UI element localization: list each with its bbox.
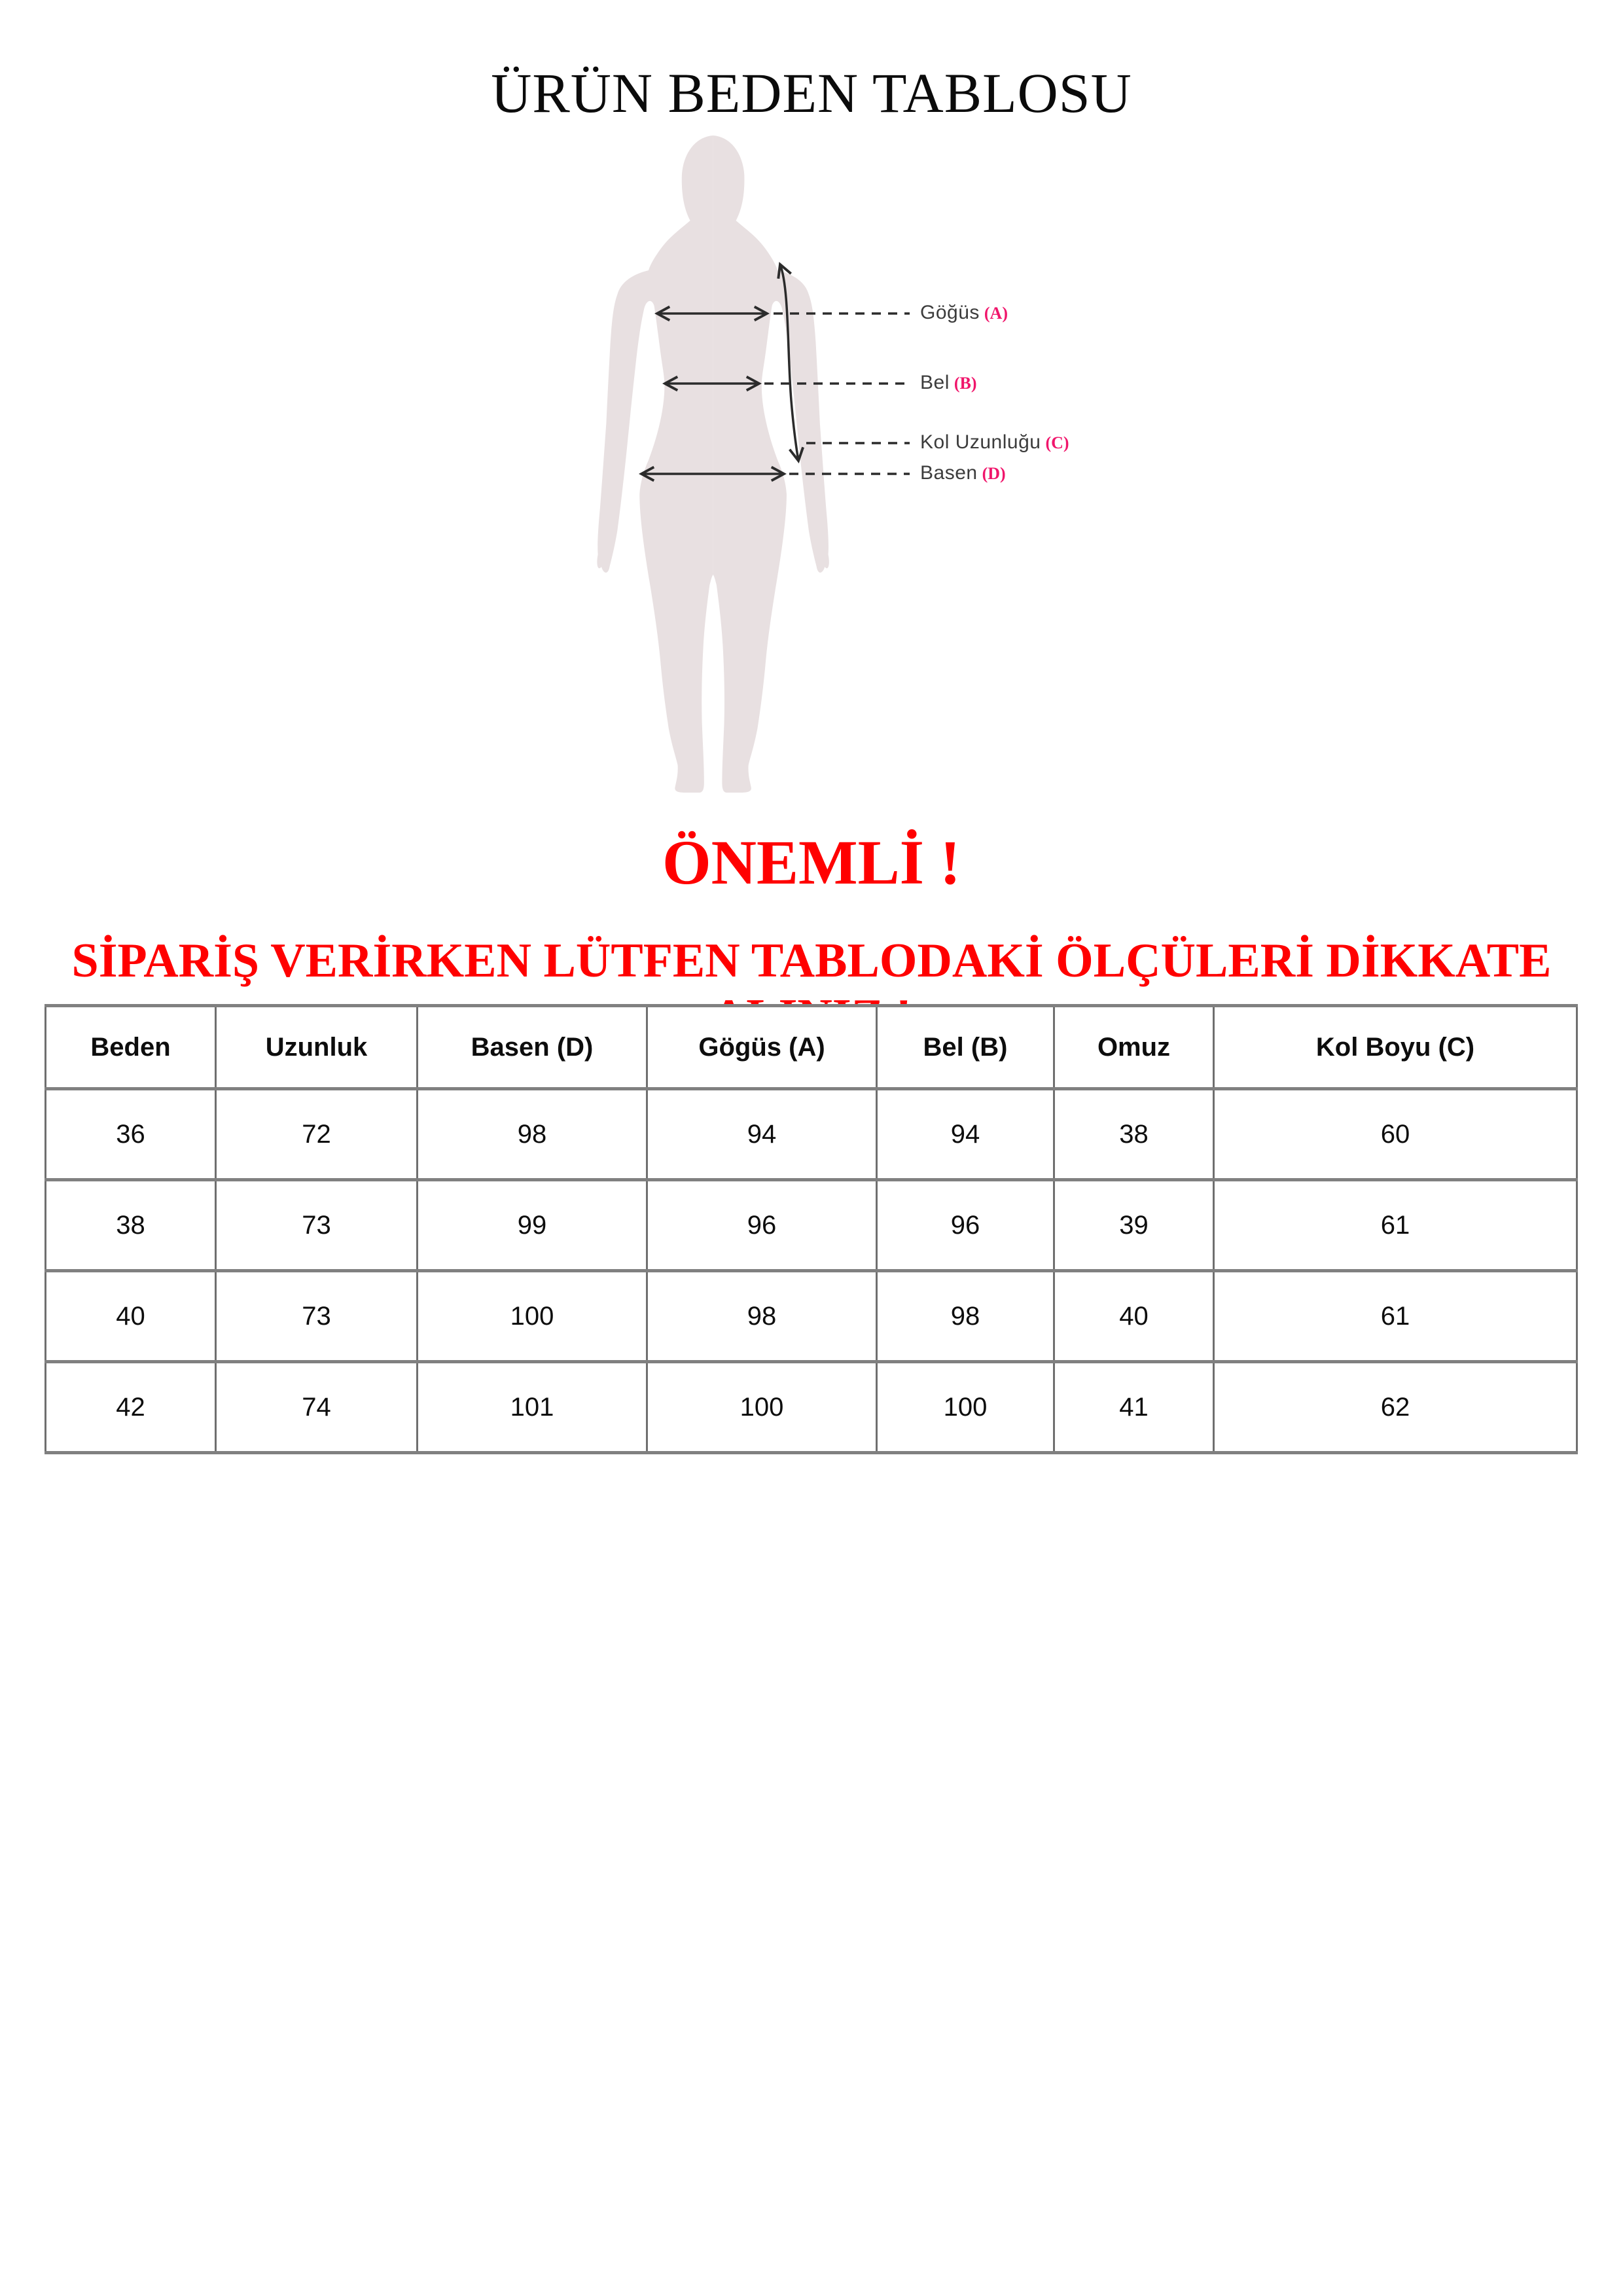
measure-label-waist: Bel (B) (920, 372, 977, 394)
measure-label-waist-letter: (B) (954, 374, 977, 393)
table-cell: 42 (45, 1360, 217, 1454)
table-cell: 74 (215, 1360, 418, 1454)
measure-label-chest: Göğüs (A) (920, 302, 1008, 324)
table-row-size-40: 40 73 100 98 98 40 61 (45, 1269, 1578, 1363)
table-cell: 98 (876, 1269, 1055, 1363)
table-cell: 38 (1053, 1087, 1215, 1181)
column-header-omuz: Omuz (1053, 1004, 1215, 1090)
measure-label-waist-text: Bel (920, 372, 950, 393)
table-cell: 36 (45, 1087, 217, 1181)
column-header-kol-boyu: Kol Boyu (C) (1213, 1004, 1578, 1090)
table-cell: 98 (416, 1087, 648, 1181)
measure-label-arm-text: Kol Uzunluğu (920, 431, 1041, 453)
table-cell: 40 (45, 1269, 217, 1363)
table-cell: 60 (1213, 1087, 1578, 1181)
measure-label-arm-letter: (C) (1045, 433, 1069, 452)
table-cell: 72 (215, 1087, 418, 1181)
table-row-size-42: 42 74 101 100 100 41 62 (45, 1360, 1578, 1454)
column-header-bel: Bel (B) (876, 1004, 1055, 1090)
size-table-header-row: Beden Uzunluk Basen (D) Gögüs (A) Bel (B… (45, 1004, 1578, 1090)
table-cell: 62 (1213, 1360, 1578, 1454)
table-row-size-38: 38 73 99 96 96 39 61 (45, 1178, 1578, 1272)
column-header-basen: Basen (D) (416, 1004, 648, 1090)
table-cell: 99 (416, 1178, 648, 1272)
measure-label-hip-text: Basen (920, 462, 978, 484)
table-cell: 94 (876, 1087, 1055, 1181)
measure-label-hip: Basen (D) (920, 462, 1006, 484)
table-cell: 39 (1053, 1178, 1215, 1272)
arm-length-arrow (777, 262, 804, 464)
table-cell: 61 (1213, 1269, 1578, 1363)
measure-label-chest-text: Göğüs (920, 302, 980, 323)
table-cell: 98 (646, 1269, 878, 1363)
column-header-uzunluk: Uzunluk (215, 1004, 418, 1090)
table-cell: 40 (1053, 1269, 1215, 1363)
size-table-container: Beden Uzunluk Basen (D) Gögüs (A) Bel (B… (45, 1004, 1578, 1454)
table-cell: 73 (215, 1269, 418, 1363)
table-cell: 100 (646, 1360, 878, 1454)
table-cell: 61 (1213, 1178, 1578, 1272)
column-header-beden: Beden (45, 1004, 217, 1090)
column-header-gogus: Gögüs (A) (646, 1004, 878, 1090)
table-cell: 100 (416, 1269, 648, 1363)
female-body-silhouette (597, 135, 829, 793)
table-cell: 38 (45, 1178, 217, 1272)
table-row-size-36: 36 72 98 94 94 38 60 (45, 1087, 1578, 1181)
table-cell: 101 (416, 1360, 648, 1454)
important-heading: ÖNEMLİ ! (662, 827, 961, 897)
table-cell: 94 (646, 1087, 878, 1181)
table-cell: 100 (876, 1360, 1055, 1454)
table-cell: 96 (646, 1178, 878, 1272)
measure-label-hip-letter: (D) (982, 464, 1006, 483)
measure-label-chest-letter: (A) (984, 304, 1008, 323)
measure-label-arm: Kol Uzunluğu (C) (920, 431, 1069, 454)
size-table: Beden Uzunluk Basen (D) Gögüs (A) Bel (B… (45, 1004, 1578, 1454)
table-cell: 41 (1053, 1360, 1215, 1454)
body-measurement-diagram (597, 135, 910, 793)
page-title: ÜRÜN BEDEN TABLOSU (491, 62, 1132, 124)
table-cell: 96 (876, 1178, 1055, 1272)
table-cell: 73 (215, 1178, 418, 1272)
